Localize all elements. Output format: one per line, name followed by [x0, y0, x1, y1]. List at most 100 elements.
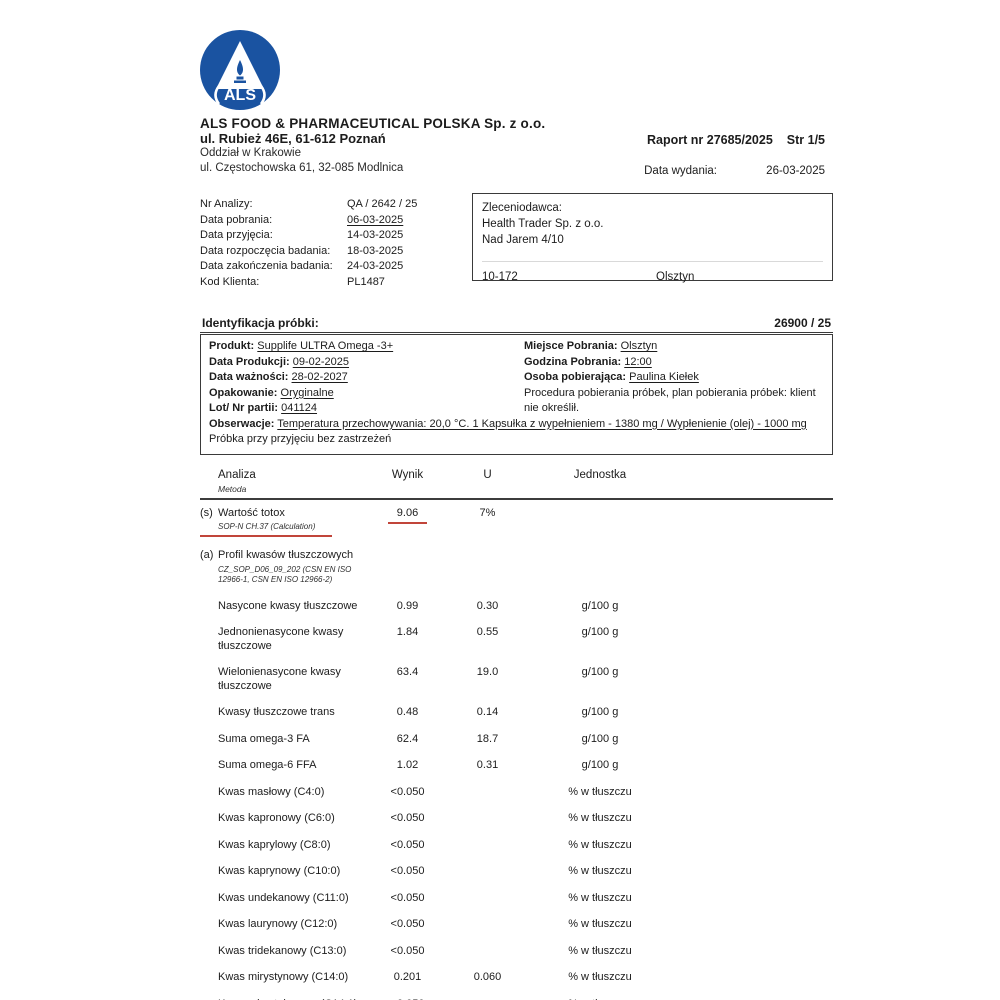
analysis-info-row: Nr Analizy: QA / 2642 / 25	[200, 197, 472, 213]
sample-field-row: Data Produkcji: 09-02-2025	[209, 355, 524, 371]
sample-identification: Identyfikacja próbki: 26900 / 25 Produkt…	[200, 316, 833, 455]
result-name-cell: Kwas mirystynowy (C14:0)	[200, 971, 370, 985]
sample-field-row: Miejsce Pobrania: Olsztyn	[524, 339, 824, 355]
result-analysis-name: Suma omega-6 FFA	[218, 759, 317, 771]
result-row: Kwas tridekanowy (C13:0) <0.050 % w tłuszc…	[200, 938, 833, 965]
analysis-info-row: Data pobrania: 06-03-2025	[200, 213, 472, 229]
company-address-2: ul. Częstochowska 61, 32-085 Modlnica	[200, 162, 404, 174]
result-uncertainty: 0.060	[473, 971, 502, 983]
result-unit: g/100 g	[581, 666, 619, 678]
result-row: Kwas laurynowy (C12:0) <0.050 % w tłuszczu	[200, 911, 833, 938]
result-name-cell: Wielonienasycone kwasy tłuszczowe	[200, 666, 370, 693]
result-name-cell: Kwas masłowy (C4:0)	[200, 786, 370, 800]
sample-right-column: Miejsce Pobrania: Olsztyn Godzina Pobrani…	[524, 339, 824, 417]
analysis-info-row: Data przyjęcia: 14-03-2025	[200, 228, 472, 244]
result-uncertainty: 7%	[479, 506, 496, 519]
result-analysis-name: Suma omega-3 FA	[218, 732, 310, 745]
result-value: 0.99	[396, 599, 419, 612]
report-number-text: Raport nr 27685/2025	[647, 133, 773, 147]
result-value-cell: <0.050	[370, 812, 445, 826]
result-uncertainty: 0.30	[476, 599, 499, 612]
result-prefix: (s)	[200, 506, 213, 519]
sample-field-row: Osoba pobierająca: Paulina Kiełek	[524, 370, 824, 386]
result-row: (a) Profil kwasów tłuszczowych CZ_SOP_D06_…	[200, 540, 833, 593]
result-unit: g/100 g	[581, 626, 619, 638]
result-analysis-name: Wielonienasycone kwasy tłuszczowe	[218, 666, 341, 692]
reception-note: Próbka przy przyjęciu bez zastrzeżeń	[209, 433, 392, 445]
result-name-cell: Nasycone kwasy tłuszczowe	[200, 600, 370, 614]
results-table: Analiza Metoda Wynik U Jednostka (s) Wart…	[200, 467, 833, 1000]
result-unit: % w tłuszczu	[568, 944, 632, 957]
result-analysis-name: Kwas undekanowy (C11:0)	[218, 891, 349, 904]
result-prefix: (a)	[200, 549, 214, 561]
result-analysis-name: Wartość totox	[218, 506, 285, 519]
result-name-cell: Kwasy tłuszczowe trans	[200, 706, 370, 720]
analysis-info-label: Kod Klienta:	[200, 275, 260, 288]
analysis-info-value: 14-03-2025	[347, 229, 404, 241]
sample-field-value: Olsztyn	[620, 340, 658, 352]
method-red-underline	[200, 535, 332, 537]
column-header-result: Wynik	[391, 468, 424, 481]
sample-left-column: Produkt: Supplife ULTRA Omega -3+ Data Pr…	[209, 339, 524, 417]
result-filler	[670, 971, 833, 985]
result-row: (s) Wartość totox SOP-N CH.37 (Calculation…	[200, 500, 833, 541]
result-name-cell: Jednonienasycone kwasy tłuszczowe	[200, 626, 370, 653]
result-unit: % w tłuszczu	[568, 918, 632, 930]
result-name-cell: Suma omega-6 FFA	[200, 759, 370, 773]
result-analysis-name: Jednonienasycone kwasy tłuszczowe	[218, 626, 344, 652]
result-value-cell: <0.050	[370, 865, 445, 879]
sample-field-value: 041124	[281, 402, 318, 414]
result-value: <0.050	[390, 918, 425, 930]
column-header-method: Metoda	[218, 483, 247, 494]
company-name: ALS FOOD & PHARMACEUTICAL POLSKA Sp. z o…	[200, 116, 546, 131]
client-city: Olsztyn	[656, 271, 695, 283]
analysis-info-label: Data przyjęcia:	[200, 229, 273, 241]
result-unit	[530, 549, 670, 587]
sample-field-row: Data ważności: 28-02-2027	[209, 370, 524, 386]
page-number: Str 1/5	[786, 133, 825, 147]
result-value: 63.4	[396, 666, 419, 678]
sample-field-value: Oryginalne	[280, 386, 334, 399]
result-value-cell	[370, 549, 445, 587]
result-filler	[670, 945, 833, 959]
column-header-unit: Jednostka	[573, 468, 627, 481]
sample-field-label: Godzina Pobrania:	[524, 355, 622, 368]
column-header-u: U	[483, 468, 492, 481]
result-uncertainty: 18.7	[476, 732, 499, 745]
result-name-cell: Kwas undekanowy (C11:0)	[200, 892, 370, 906]
observations-row: Obserwacje: Temperatura przechowywania: …	[209, 417, 824, 433]
result-row: Kwas mirystynowy (C14:0) 0.201 0.060 % w tł…	[200, 964, 833, 991]
result-name-cell: Suma omega-3 FA	[200, 733, 370, 747]
sample-field-label: Data ważności:	[209, 371, 289, 383]
result-row: Kwas kaprynowy (C10:0) <0.050 % w tłuszczu	[200, 858, 833, 885]
result-row: Kwas kaprylowy (C8:0) <0.050 % w tłuszczu	[200, 832, 833, 859]
result-unit: g/100 g	[581, 706, 619, 718]
result-value-cell: 0.99	[370, 600, 445, 614]
sample-titlebar: Identyfikacja próbki: 26900 / 25	[200, 316, 833, 333]
result-value-cell: <0.050	[370, 839, 445, 853]
result-value: <0.050	[390, 812, 425, 824]
result-filler	[670, 812, 833, 826]
result-uncertainty: 0.55	[476, 626, 499, 638]
client-postal-code: 10-172	[482, 271, 518, 283]
result-method: SOP-N CH.37 (Calculation)	[200, 522, 370, 537]
result-value: 9.06	[387, 507, 428, 524]
result-analysis-name: Kwas kaprynowy (C10:0)	[218, 865, 341, 877]
sample-title: Identyfikacja próbki:	[202, 316, 319, 330]
sample-field-row: Produkt: Supplife ULTRA Omega -3+	[209, 339, 524, 355]
issue-date-row: Data wydania: 26-03-2025	[565, 165, 825, 177]
client-street: Nad Jarem 4/10	[482, 234, 564, 246]
result-uncertainty	[445, 786, 530, 800]
result-value-cell: 1.02	[370, 759, 445, 773]
result-analysis-name: Kwas kapronowy (C6:0)	[218, 812, 335, 824]
sample-field-row: Lot/ Nr partii: 041124	[209, 401, 524, 417]
result-value-cell: 62.4	[370, 733, 445, 747]
result-filler	[670, 918, 833, 932]
result-uncertainty	[445, 865, 530, 879]
result-filler	[670, 892, 833, 906]
result-value-cell: <0.050	[370, 945, 445, 959]
client-postal-row: 10-172 Olsztyn	[482, 261, 823, 285]
sample-field-value: 09-02-2025	[292, 355, 350, 368]
result-uncertainty: 0.31	[476, 759, 499, 771]
result-name-cell: (a) Profil kwasów tłuszczowych CZ_SOP_D06_…	[200, 549, 370, 587]
